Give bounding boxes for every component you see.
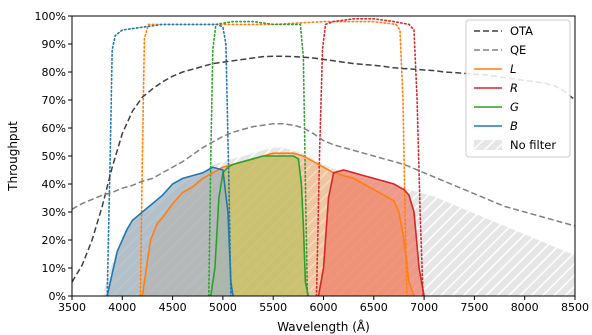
x-tick-label: 5500 — [259, 301, 287, 314]
dotted-transmission-curves — [106, 18, 424, 296]
plot-area — [72, 18, 575, 296]
y-tick-label: 30% — [42, 206, 66, 219]
x-tick-label: 7000 — [410, 301, 438, 314]
legend-label: B — [510, 119, 518, 133]
y-tick-label: 60% — [42, 122, 66, 135]
y-tick-label: 70% — [42, 94, 66, 107]
y-tick-label: 40% — [42, 178, 66, 191]
y-tick-label: 10% — [42, 262, 66, 275]
x-tick-label: 3500 — [58, 301, 86, 314]
legend-label: QE — [510, 43, 526, 57]
dotted-curve-R — [315, 18, 424, 296]
throughput-line-L — [141, 152, 415, 296]
x-tick-label: 6500 — [360, 301, 388, 314]
y-axis-ticks: 0% 10% 20% 30% 40% 50% 60% 70% 80% 90% 100% — [35, 10, 72, 303]
filter-throughput-lines — [106, 152, 425, 296]
filter-area-R — [318, 170, 425, 296]
x-tick-label: 8000 — [511, 301, 539, 314]
x-axis-ticks: 3500 4000 4500 5000 5500 6000 6500 7000 7500 8000… — [58, 296, 589, 314]
legend-label: R — [510, 81, 518, 95]
y-tick-label: 100% — [35, 10, 66, 23]
x-tick-label: 4000 — [108, 301, 136, 314]
legend-box — [465, 19, 571, 158]
x-tick-label: 4500 — [159, 301, 187, 314]
y-tick-label: 20% — [42, 234, 66, 247]
y-tick-label: 90% — [42, 38, 66, 51]
x-tick-label: 6000 — [310, 301, 338, 314]
legend-label: No filter — [510, 138, 556, 152]
y-axis-label: Throughput — [6, 121, 20, 192]
throughput-line-B — [106, 166, 234, 296]
legend-label: L — [510, 62, 516, 76]
dotted-curve-B — [106, 23, 232, 296]
y-tick-label: 0% — [49, 290, 66, 303]
x-axis-label: Wavelength (Å) — [277, 319, 370, 334]
y-tick-label: 80% — [42, 66, 66, 79]
qe-curve — [72, 123, 575, 227]
filter-area-G — [210, 156, 309, 296]
x-tick-label: 5000 — [209, 301, 237, 314]
x-tick-label: 7500 — [460, 301, 488, 314]
x-tick-label: 8500 — [561, 301, 589, 314]
throughput-line-R — [317, 169, 425, 296]
filter-area-B — [107, 167, 233, 296]
legend-label: G — [510, 100, 519, 114]
legend-swatch-no-filter — [474, 140, 502, 150]
legend-label: OTA — [510, 24, 533, 38]
dotted-curve-G — [208, 20, 309, 296]
filter-fill-areas — [107, 153, 425, 296]
throughput-line-G — [210, 155, 310, 296]
y-tick-label: 50% — [42, 150, 66, 163]
